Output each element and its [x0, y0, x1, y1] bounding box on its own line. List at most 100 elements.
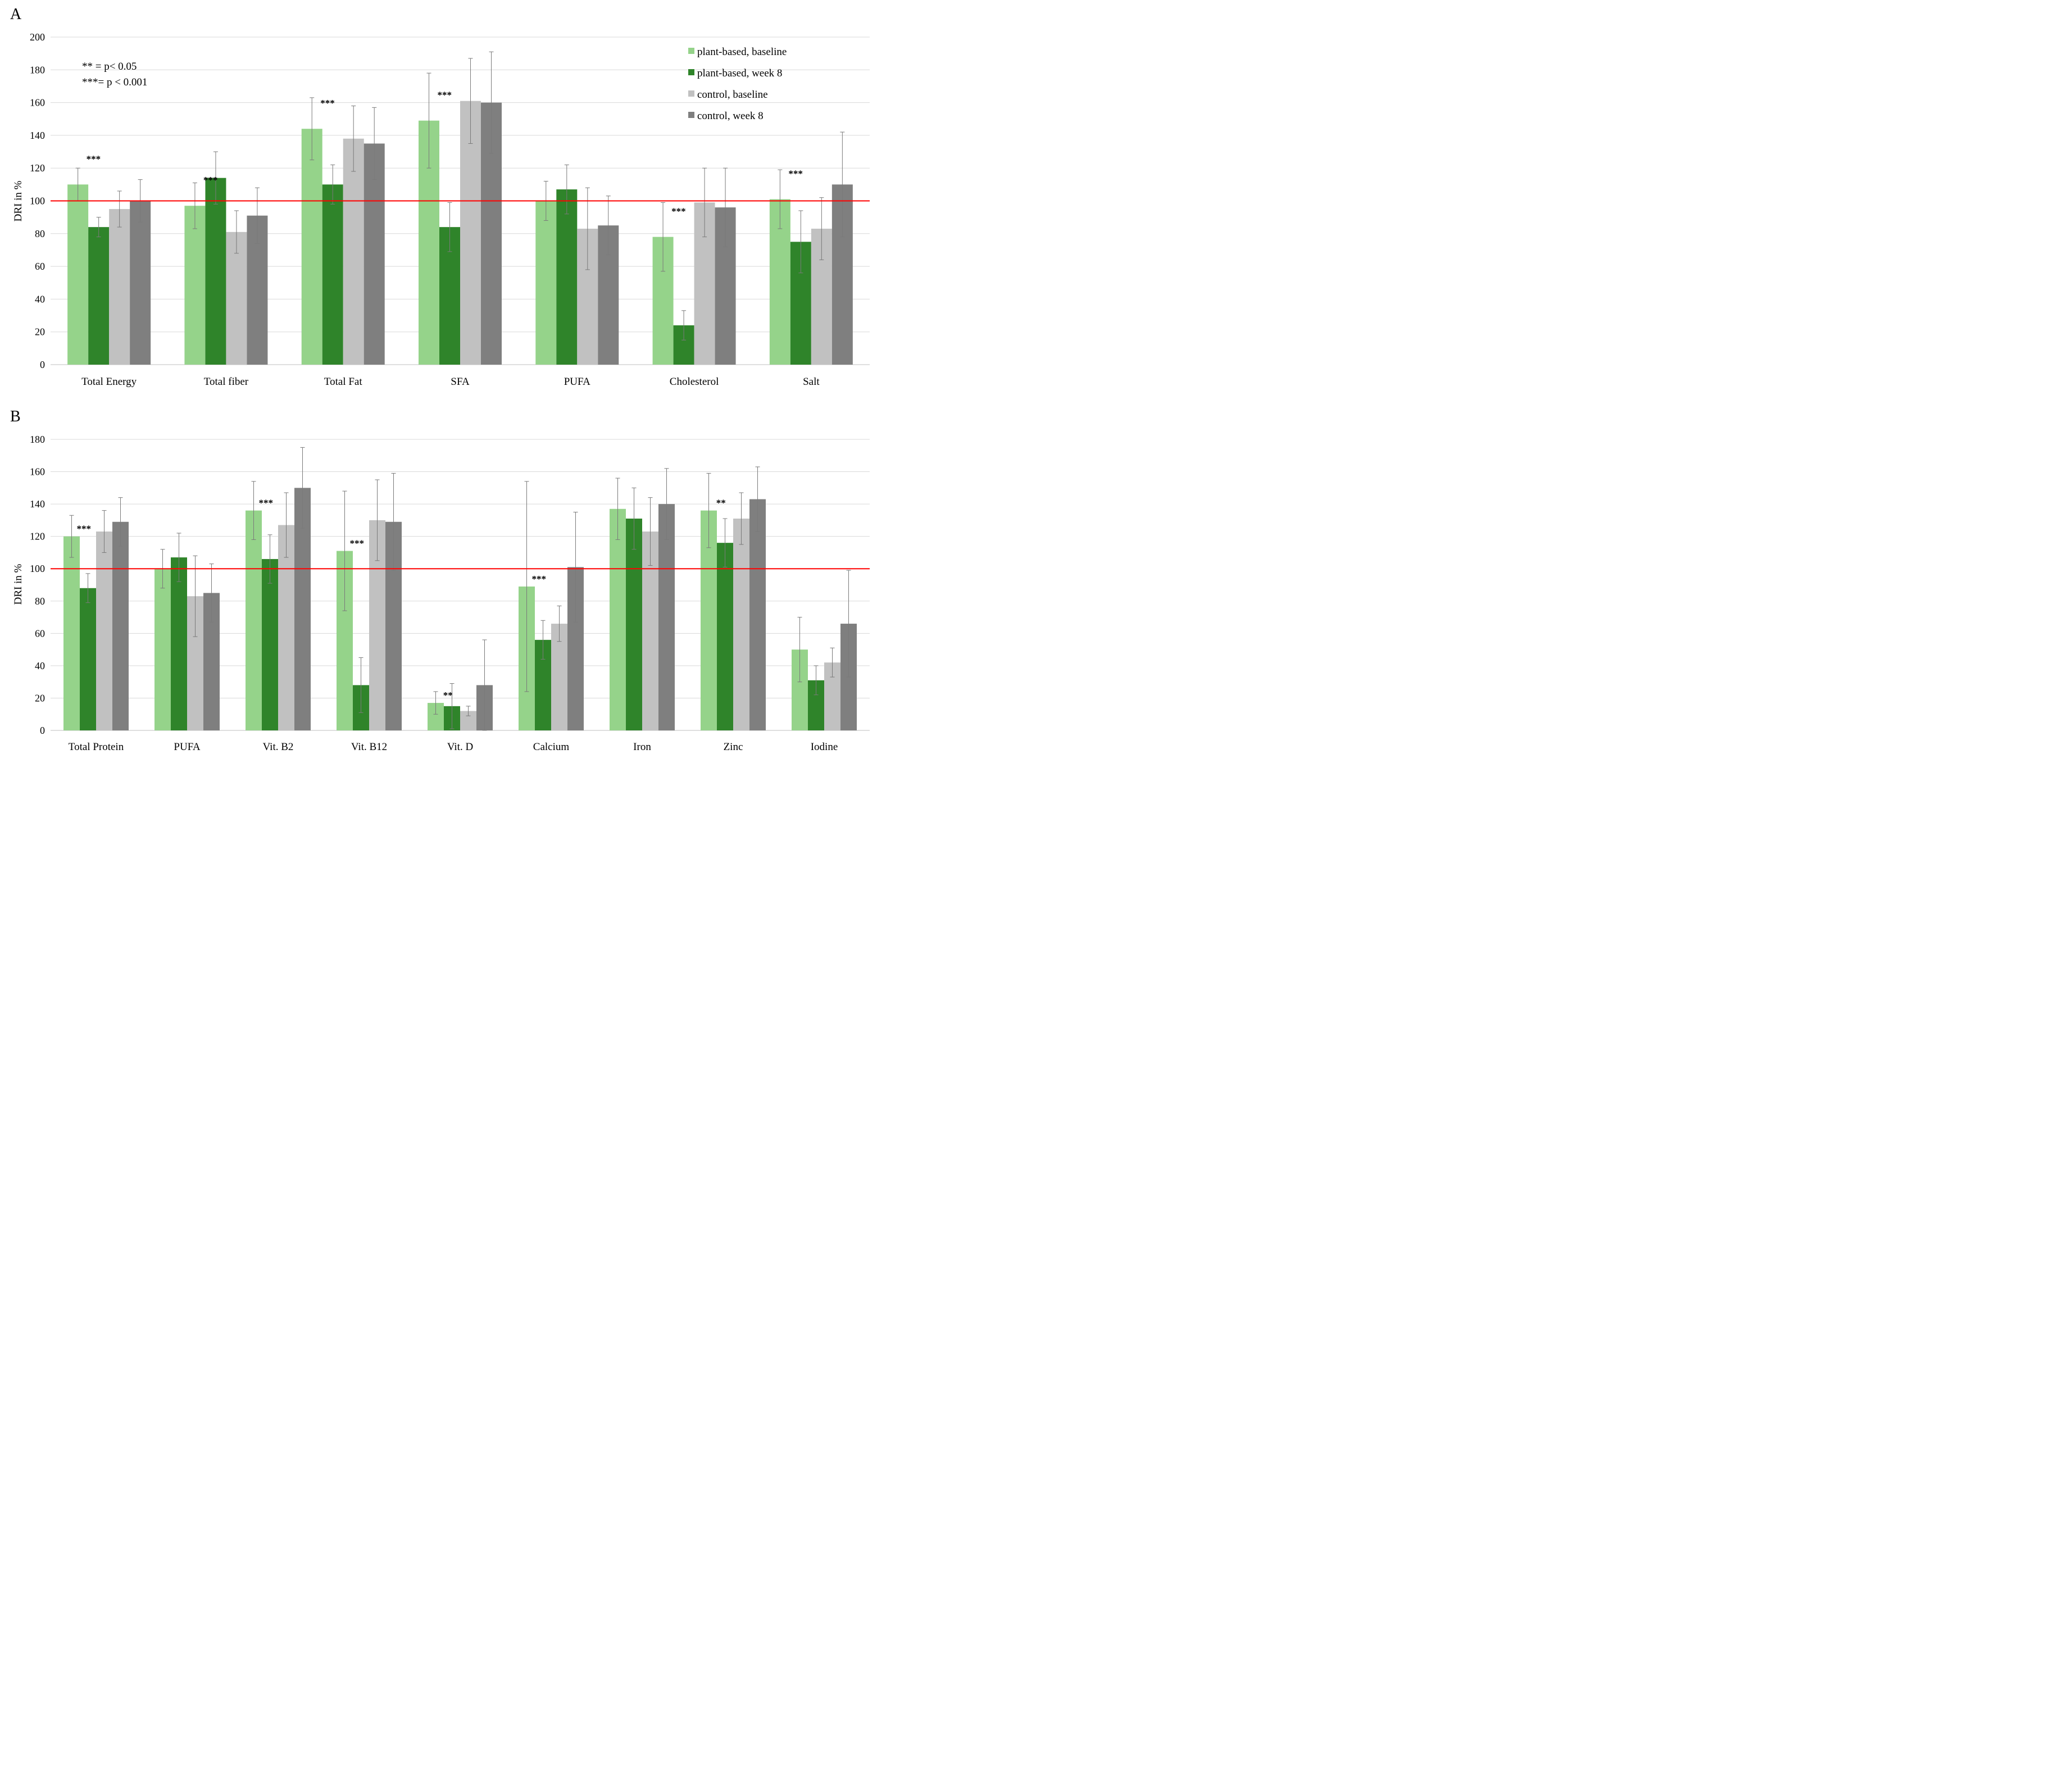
legend-label-control-baseline: control, baseline — [697, 89, 768, 101]
panel-b-bar-control-week8 — [658, 504, 675, 730]
panel-b-y-tick-label: 20 — [35, 692, 45, 703]
panel-b-bar-control-week8 — [749, 499, 766, 730]
panel-b-bars — [63, 488, 857, 730]
panel-b-category-label: Vit. D — [447, 741, 473, 753]
panel-a-significance-marker: *** — [788, 169, 803, 179]
legend-swatch-control-baseline — [688, 90, 694, 97]
panel-b-significance-marker: *** — [259, 498, 274, 508]
panel-b-bar-plant-week8 — [262, 558, 278, 730]
panel-b-bar-control-baseline — [96, 532, 112, 730]
significance-note-p005: ** = p< 0.05 — [82, 61, 137, 72]
panel-a-bars — [67, 101, 853, 365]
panel-a-y-tick-label: 20 — [35, 326, 45, 338]
panel-b-category-label: Iodine — [811, 741, 838, 753]
panel-a-bar-control-baseline — [343, 138, 364, 365]
panel-a-bar-control-week8 — [363, 143, 385, 365]
panel-a-significance-marker: *** — [320, 98, 335, 108]
panel-a-y-tick-label: 60 — [35, 261, 45, 272]
panel-b-y-tick-label: 160 — [30, 466, 45, 478]
panel-a-significance-marker: *** — [203, 175, 218, 185]
panel-b-category-labels: Total Protein PUFA Vit. B2 Vit. B12 Vit. D Ca… — [69, 741, 838, 753]
legend-swatch-control-week8 — [688, 112, 694, 118]
panel-b-bar-plant-baseline — [610, 508, 626, 730]
panel-a-bar-control-baseline — [109, 209, 130, 365]
panel-a-y-tick-label: 0 — [40, 359, 45, 370]
panel-b-bar-plant-baseline — [246, 510, 262, 730]
panel-b-category-label: Zinc — [724, 741, 743, 753]
panel-b-bar-plant-week8 — [80, 588, 96, 730]
legend-label-plant-baseline: plant-based, baseline — [697, 46, 787, 58]
panel-a-significance-marker: *** — [438, 90, 452, 101]
panel-b-significance-marker: ** — [716, 498, 726, 508]
panel-a-bar-plant-week8 — [322, 184, 343, 365]
significance-note-p0001: ***= p < 0.001 — [82, 76, 147, 88]
panel-a-y-tick-label: 200 — [30, 31, 45, 43]
panel-b-significance-marker: *** — [77, 524, 92, 534]
panel-a-category-label: PUFA — [564, 376, 590, 388]
panel-b-category-label: Total Protein — [69, 741, 124, 753]
legend-swatch-plant-baseline — [688, 48, 694, 54]
panel-a-y-tick-label: 100 — [30, 196, 45, 207]
panel-b-y-axis-label: DRI in % — [12, 564, 24, 605]
panel-a-category-label: Total fiber — [204, 376, 249, 388]
panel-b-bar-plant-baseline — [63, 536, 80, 730]
panel-b-letter: B — [10, 408, 21, 425]
panel-a-y-tick-label: 80 — [35, 228, 45, 239]
panel-a-bar-control-week8 — [130, 201, 151, 365]
panel-b-y-tick-label: 60 — [35, 628, 45, 639]
panel-a-bar-plant-baseline — [184, 206, 206, 365]
panel-a-bar-plant-baseline — [301, 129, 322, 365]
panel-a-y-tick-label: 180 — [30, 64, 45, 75]
panel-b-y-tick-label: 100 — [30, 563, 45, 574]
panel-b-significance-marker: *** — [532, 574, 547, 584]
panel-b-significance-marker: *** — [350, 538, 365, 549]
panel-a-bar-plant-week8 — [556, 189, 578, 365]
panel-a-y-axis-label: DRI in % — [12, 180, 24, 221]
panel-b-significance-markers: **************** — [77, 498, 726, 701]
panel-b-y-tick-label: 120 — [30, 531, 45, 542]
panel-a-letter: A — [10, 6, 22, 23]
panel-b-category-label: Iron — [633, 741, 651, 753]
panel-a-bar-plant-baseline — [535, 201, 557, 365]
panel-a-significance-marker: *** — [87, 153, 101, 164]
panel-a-category-labels: Total Energy Total fiber Total Fat SFA PUFA C… — [81, 376, 820, 388]
panel-b-y-tick-label: 140 — [30, 498, 45, 510]
chart-legend: plant-based, baseline plant-based, week … — [688, 46, 787, 122]
panel-a-category-label: Total Fat — [324, 376, 363, 388]
panel-a-bar-plant-week8 — [205, 178, 226, 365]
panel-b-bar-control-baseline — [733, 519, 749, 730]
panel-a-category-label: Salt — [803, 376, 820, 388]
panel-a-bar-plant-baseline — [67, 184, 89, 365]
panel-b-y-tick-label: 0 — [40, 725, 45, 736]
panel-a-category-label: Cholesterol — [670, 376, 719, 388]
panel-a-bar-plant-week8 — [88, 227, 110, 365]
panel-a-y-tick-label: 120 — [30, 162, 45, 174]
panel-b-bar-plant-week8 — [171, 557, 187, 730]
panel-b-error-bars — [69, 447, 851, 731]
legend-label-control-week8: control, week 8 — [697, 110, 764, 122]
panel-b-category-label: Calcium — [533, 741, 570, 753]
legend-swatch-plant-week8 — [688, 69, 694, 75]
panel-a-category-label: SFA — [451, 376, 470, 388]
panel-b-y-tick-label: 180 — [30, 434, 45, 445]
panel-a-significance-marker: *** — [671, 206, 686, 217]
panel-b-bar-control-week8 — [112, 521, 129, 730]
legend-label-plant-week8: plant-based, week 8 — [697, 67, 782, 79]
panel-b-bar-plant-week8 — [717, 543, 733, 730]
panel-b-bar-plant-baseline — [155, 569, 171, 730]
panel-b-bar-plant-week8 — [626, 519, 642, 730]
panel-b-category-label: PUFA — [174, 741, 200, 753]
panel-a-category-label: Total Energy — [81, 376, 137, 388]
panel-b-y-tick-label: 40 — [35, 660, 45, 671]
panel-a-y-tick-label: 140 — [30, 130, 45, 141]
panel-a-significance-markers: *** *** *** *** *** *** — [87, 90, 803, 217]
panel-b-category-label: Vit. B2 — [263, 741, 294, 753]
panel-a-bar-control-baseline — [226, 231, 247, 365]
panel-a-bar-control-baseline — [460, 101, 481, 365]
panel-b-category-label: Vit. B12 — [351, 741, 387, 753]
panel-a-y-tick-label: 40 — [35, 293, 45, 305]
panel-b-significance-marker: ** — [443, 690, 453, 701]
